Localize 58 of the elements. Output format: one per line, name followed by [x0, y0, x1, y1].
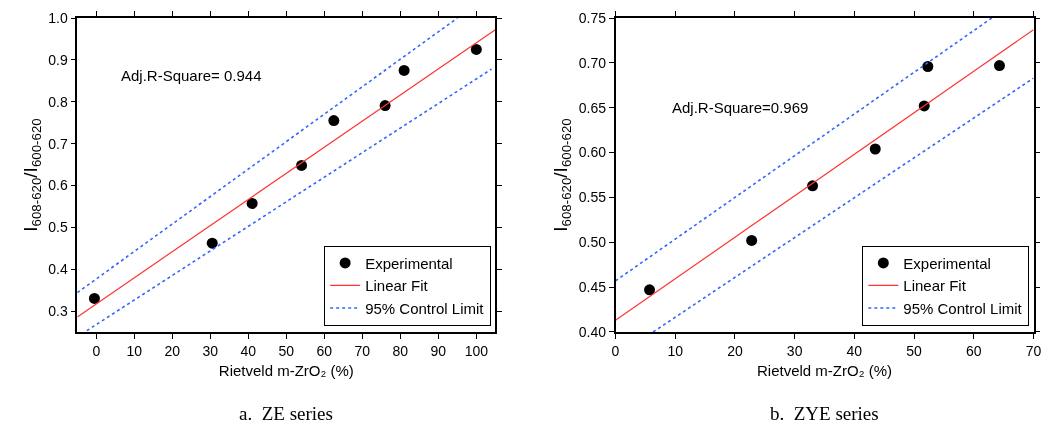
x-tick-label: 30 — [202, 342, 219, 359]
y-tick-label: 0.3 — [48, 302, 68, 319]
y-tick-label: 0.6 — [48, 177, 68, 194]
x-tick-label: 40 — [240, 342, 257, 359]
y-tick-label: 0.40 — [578, 323, 607, 340]
y-tick-label: 0.75 — [578, 9, 607, 26]
y-tick-label: 0.45 — [578, 279, 607, 296]
legend-label: 95% Control Limit — [903, 299, 1023, 317]
x-axis-title: Rietveld m-ZrO₂ (%) — [757, 362, 893, 380]
legend-label: Experimental — [365, 254, 453, 272]
text: a. ZE series — [239, 403, 333, 424]
point — [398, 64, 410, 76]
y-tick-label: 0.60 — [578, 144, 607, 161]
x-tick-label: 50 — [906, 342, 923, 359]
y-tick-label: 0.70 — [578, 54, 607, 71]
x-tick-label: 70 — [1025, 342, 1042, 359]
x-tick-label: 40 — [846, 342, 863, 359]
x-tick-label: 60 — [316, 342, 333, 359]
legend-label: Experimental — [903, 254, 991, 272]
x-tick-label: 20 — [727, 342, 743, 359]
point — [88, 292, 100, 304]
text: b. ZYE series — [770, 403, 879, 424]
point — [922, 60, 934, 72]
y-tick-label: 1.0 — [48, 9, 68, 26]
legend-label: Linear Fit — [903, 277, 967, 295]
annotation: Adj.R-Square= 0.944 — [121, 67, 262, 84]
x-tick-label: 10 — [126, 342, 143, 359]
y-tick-label: 0.55 — [578, 189, 607, 206]
y-tick-label: 0.8 — [48, 93, 68, 110]
point — [246, 197, 258, 209]
point — [746, 234, 758, 246]
point — [869, 143, 881, 155]
x-tick-label: 70 — [354, 342, 371, 359]
y-tick-label: 0.9 — [48, 51, 68, 68]
point — [993, 60, 1005, 72]
y-tick-label: 0.4 — [48, 261, 68, 278]
x-tick-label: 0 — [92, 342, 101, 359]
legend-label: Linear Fit — [365, 277, 429, 295]
y-tick-label: 0.7 — [48, 135, 68, 152]
point — [470, 43, 482, 55]
x-tick-label: 60 — [966, 342, 982, 359]
x-tick-label: 10 — [667, 342, 684, 359]
x-axis-title: Rietveld m-ZrO₂ (%) — [218, 362, 354, 380]
x-tick-label: 80 — [392, 342, 409, 359]
point — [328, 115, 340, 127]
x-tick-label: 0 — [611, 342, 620, 359]
x-tick-label: 30 — [786, 342, 803, 359]
x-tick-label: 20 — [164, 342, 181, 359]
point — [644, 284, 656, 296]
y-tick-label: 0.50 — [578, 234, 607, 251]
x-tick-label: 50 — [278, 342, 295, 359]
y-tick-label: 0.65 — [578, 99, 607, 116]
legend-label: 95% Control Limit — [365, 299, 485, 317]
annotation: Adj.R-Square=0.969 — [672, 99, 809, 116]
x-tick-label: 100 — [464, 342, 489, 359]
y-tick-label: 0.5 — [48, 219, 68, 236]
point — [206, 237, 218, 249]
x-tick-label: 90 — [430, 342, 447, 359]
